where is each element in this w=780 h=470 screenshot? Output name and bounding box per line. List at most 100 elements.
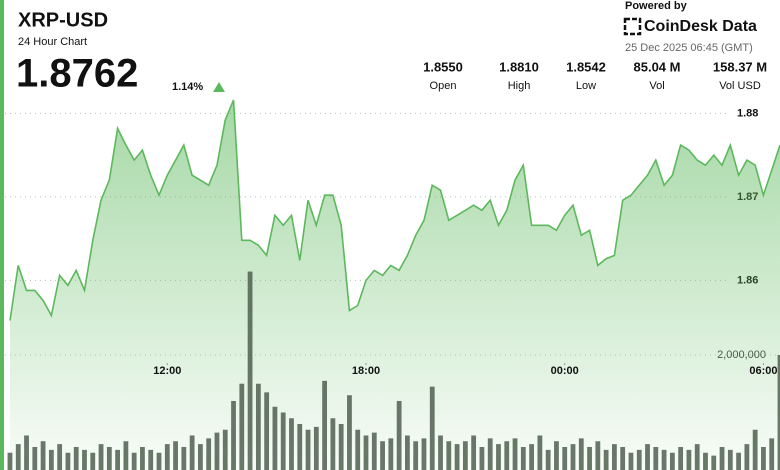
stat-value: 85.04 M <box>634 59 681 74</box>
volume-bar <box>305 429 311 470</box>
stat-value: 1.8810 <box>499 59 539 74</box>
timestamp: 25 Dec 2025 06:45 (GMT) <box>625 42 753 54</box>
volume-bar <box>330 418 336 470</box>
volume-bar <box>247 271 253 470</box>
volume-bar <box>711 455 717 470</box>
volume-bar <box>198 444 203 470</box>
volume-bar <box>669 452 675 470</box>
accent-strip <box>0 0 4 470</box>
volume-bar <box>57 444 63 470</box>
volume-bar <box>40 441 46 470</box>
volume-bar <box>65 452 71 470</box>
volume-bar <box>744 444 750 470</box>
plot: 1.861.871.882,000,00012:0018:0000:0006:0… <box>5 99 780 470</box>
volume-bar <box>148 449 154 470</box>
volume-bar <box>48 449 54 470</box>
volume-bar <box>289 418 294 470</box>
volume-bar <box>73 446 79 470</box>
volume-bar <box>603 449 609 470</box>
volume-bar <box>297 423 303 470</box>
stat-value: 158.37 M <box>713 59 767 74</box>
volume-bar <box>255 383 261 470</box>
volume-bar <box>479 446 485 470</box>
volume-bar <box>462 441 468 470</box>
volume-bar <box>761 446 766 470</box>
brand-name: CoinDesk Data <box>644 18 757 35</box>
volume-bar <box>396 400 402 470</box>
volume-bar <box>554 441 559 470</box>
volume-bar <box>347 395 352 470</box>
volume-bar <box>429 386 435 470</box>
logo-icon <box>623 17 642 36</box>
volume-bar <box>678 446 684 470</box>
volume-bar <box>123 441 129 470</box>
volume-bar <box>322 380 328 470</box>
volume-bar <box>32 446 38 470</box>
volume-bar <box>214 432 220 470</box>
volume-bar <box>413 441 419 470</box>
volume-bar <box>620 446 626 470</box>
volume-bar <box>371 432 377 470</box>
powered-by: Powered by <box>625 0 688 12</box>
volume-bar <box>15 444 21 470</box>
volume-bar <box>727 449 733 470</box>
volume-bar <box>239 383 245 470</box>
volume-bar <box>7 452 13 470</box>
volume-bar <box>280 412 286 470</box>
stat-value: 1.8550 <box>423 59 463 74</box>
volume-bar <box>454 444 460 470</box>
volume-bar <box>98 444 104 470</box>
volume-bar <box>438 435 443 470</box>
volume-bar <box>231 400 236 470</box>
volume-bar <box>736 452 742 470</box>
volume-bar <box>82 449 87 470</box>
volume-bar <box>380 441 385 470</box>
volume-bar <box>694 444 700 470</box>
volume-bar <box>313 426 319 470</box>
y-tick-label: 1.88 <box>737 107 758 119</box>
volume-bar <box>206 438 212 470</box>
x-tick-label: 00:00 <box>551 365 579 377</box>
x-tick-label: 12:00 <box>153 365 181 377</box>
stat-label: Open <box>430 80 457 92</box>
volume-bar <box>520 446 526 470</box>
volume-bar <box>222 429 228 470</box>
volume-bar <box>140 446 145 470</box>
volume-bar <box>570 444 576 470</box>
volume-bar <box>719 446 725 470</box>
subtitle: 24 Hour Chart <box>18 36 87 48</box>
volume-bar <box>487 438 493 470</box>
volume-bar <box>446 441 452 470</box>
volume-bar <box>612 444 617 470</box>
change: 1.14% <box>172 81 203 93</box>
volume-bar <box>115 449 121 470</box>
stat-value: 1.8542 <box>566 59 606 74</box>
volume-bar <box>512 438 518 470</box>
volume-bar <box>156 452 162 470</box>
volume-bar <box>181 446 187 470</box>
volume-bar <box>131 452 137 470</box>
volume-bar <box>189 435 195 470</box>
volume-bar <box>164 444 170 470</box>
stats: 1.8550 Open 1.8810 High 1.8542 Low 85.04… <box>423 59 767 91</box>
volume-bar <box>264 392 270 470</box>
volume-bar <box>504 441 510 470</box>
stat-label: Vol USD <box>719 80 761 92</box>
volume-bar <box>529 444 535 470</box>
last-price: 1.8762 <box>16 52 138 96</box>
volume-bar <box>587 446 592 470</box>
volume-bar <box>545 449 551 470</box>
volume-bar <box>421 438 427 470</box>
stat-label: High <box>508 80 531 92</box>
up-arrow <box>213 82 225 92</box>
volume-bar <box>496 444 501 470</box>
volume-bar <box>471 435 477 470</box>
stat-label: Low <box>576 80 596 92</box>
volume-bar <box>686 449 692 470</box>
volume-bar <box>355 429 361 470</box>
price-line <box>9 99 780 321</box>
volume-bar <box>388 438 394 470</box>
volume-bar <box>777 354 780 470</box>
volume-bar <box>90 452 96 470</box>
